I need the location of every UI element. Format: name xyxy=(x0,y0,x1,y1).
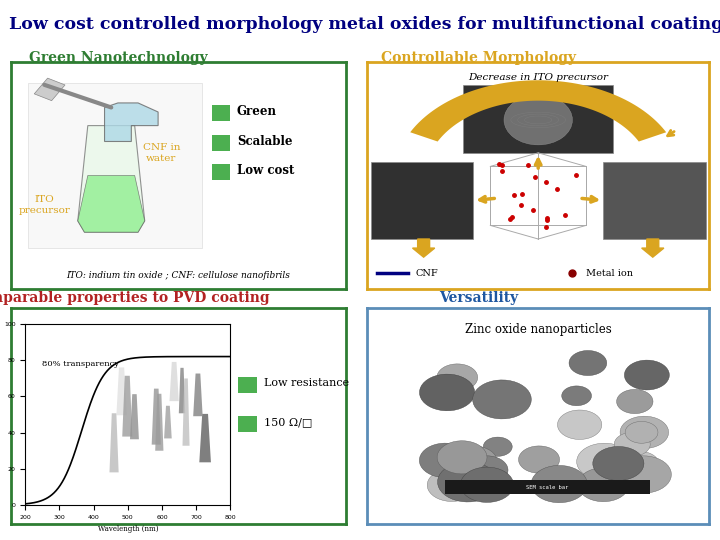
Polygon shape xyxy=(437,441,487,474)
Polygon shape xyxy=(578,468,629,502)
Polygon shape xyxy=(461,467,513,502)
Polygon shape xyxy=(593,447,644,481)
Polygon shape xyxy=(437,364,477,391)
Polygon shape xyxy=(130,394,139,439)
FancyArrow shape xyxy=(413,239,435,257)
Polygon shape xyxy=(615,456,671,493)
Bar xyxy=(445,481,650,494)
Bar xyxy=(463,85,613,153)
Text: Controllable Morphology: Controllable Morphology xyxy=(381,51,577,65)
Polygon shape xyxy=(518,446,559,473)
Polygon shape xyxy=(569,350,607,375)
Text: Decrease in ITO precursor: Decrease in ITO precursor xyxy=(468,73,608,83)
Bar xyxy=(212,164,230,180)
Polygon shape xyxy=(620,451,659,477)
Text: Zinc oxide nanoparticles: Zinc oxide nanoparticles xyxy=(465,323,611,336)
Text: CNF: CNF xyxy=(415,268,438,278)
Text: Green Nanotechnology: Green Nanotechnology xyxy=(30,51,208,65)
Bar xyxy=(238,377,257,393)
Polygon shape xyxy=(449,446,498,478)
Text: Versatility: Versatility xyxy=(439,291,518,305)
Bar xyxy=(603,162,706,239)
Bar xyxy=(212,105,230,121)
Polygon shape xyxy=(614,433,650,456)
Polygon shape xyxy=(410,80,666,141)
Polygon shape xyxy=(557,410,602,440)
Bar xyxy=(35,78,65,100)
Polygon shape xyxy=(156,394,163,451)
Ellipse shape xyxy=(504,95,572,145)
Text: Green: Green xyxy=(237,105,276,118)
Text: 150 Ω/□: 150 Ω/□ xyxy=(264,417,312,427)
Polygon shape xyxy=(577,443,632,480)
Polygon shape xyxy=(465,456,508,484)
Text: Low resistance: Low resistance xyxy=(264,379,348,388)
Polygon shape xyxy=(531,465,588,503)
Polygon shape xyxy=(453,453,498,483)
Text: ITO
precursor: ITO precursor xyxy=(18,195,71,215)
Polygon shape xyxy=(179,368,185,413)
Polygon shape xyxy=(420,374,474,411)
Polygon shape xyxy=(427,469,477,502)
X-axis label: Wavelength (nm): Wavelength (nm) xyxy=(97,525,158,533)
Polygon shape xyxy=(438,462,498,502)
Polygon shape xyxy=(78,126,145,232)
Polygon shape xyxy=(473,380,531,419)
Text: Comparable properties to PVD coating: Comparable properties to PVD coating xyxy=(0,291,269,305)
Bar xyxy=(27,83,202,248)
Polygon shape xyxy=(562,386,592,406)
Text: Scalable: Scalable xyxy=(237,135,292,148)
Polygon shape xyxy=(625,421,658,443)
Polygon shape xyxy=(182,379,189,445)
Text: Low cost controlled morphology metal oxides for multifunctional coatings: Low cost controlled morphology metal oxi… xyxy=(9,16,720,33)
Polygon shape xyxy=(169,362,179,401)
Text: Metal ion: Metal ion xyxy=(586,268,633,278)
Polygon shape xyxy=(122,376,132,436)
FancyArrow shape xyxy=(642,239,664,257)
Polygon shape xyxy=(483,437,512,456)
Text: Low cost: Low cost xyxy=(237,165,294,178)
Bar xyxy=(212,134,230,151)
Polygon shape xyxy=(109,413,119,472)
Polygon shape xyxy=(455,468,492,492)
Polygon shape xyxy=(164,406,172,438)
Text: SEM scale bar: SEM scale bar xyxy=(526,485,569,490)
Text: ITO: indium tin oxide ; CNF: cellulose nanofibrils: ITO: indium tin oxide ; CNF: cellulose n… xyxy=(66,271,290,280)
Polygon shape xyxy=(193,374,202,416)
Text: CNF in
water: CNF in water xyxy=(143,143,180,163)
Bar xyxy=(238,416,257,432)
Polygon shape xyxy=(616,389,653,414)
Bar xyxy=(371,162,473,239)
Polygon shape xyxy=(620,416,669,448)
Polygon shape xyxy=(78,176,145,232)
Polygon shape xyxy=(419,443,472,477)
Polygon shape xyxy=(199,414,211,462)
Polygon shape xyxy=(104,103,158,141)
Polygon shape xyxy=(117,367,127,415)
Polygon shape xyxy=(152,389,161,444)
Text: 80% transparency: 80% transparency xyxy=(42,360,120,368)
Polygon shape xyxy=(624,360,670,390)
